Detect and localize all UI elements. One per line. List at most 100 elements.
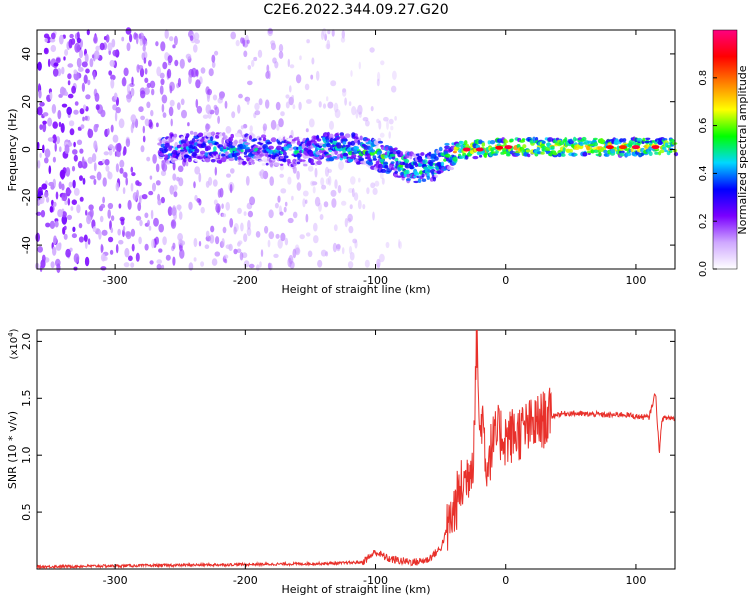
heatmap-cell [144,243,149,251]
heatmap-cell [144,87,150,95]
heatmap-cell [478,139,483,145]
heatmap-cell [322,27,327,37]
heatmap-cell [118,239,124,245]
heatmap-cell [162,61,168,70]
heatmap-cell [122,187,126,195]
heatmap-cell [243,233,248,243]
heatmap-cell [211,258,218,266]
heatmap-cell [525,149,531,153]
heatmap-cell [251,59,255,68]
heatmap-cell [260,249,264,257]
heatmap-cell [126,93,132,103]
colorbar-tick-label: 0.2 [698,213,709,229]
heatmap-cell [212,179,218,187]
heatmap-cell [67,142,73,147]
heatmap-cell [49,91,53,101]
heatmap-cell [336,136,340,140]
heatmap-cell [257,49,263,58]
heatmap-cell [347,141,352,146]
heatmap-cell [67,93,74,99]
heatmap-cell [225,151,229,155]
heatmap-cell [206,134,212,137]
heatmap-cell [171,220,175,227]
heatmap-cell [119,167,124,174]
heatmap-cell [362,117,369,122]
heatmap-cell [394,116,397,121]
heatmap-cell [254,152,259,156]
heatmap-cell [131,172,136,177]
heatmap-cell [198,132,204,137]
heatmap-cell [246,39,250,44]
heatmap-cell [107,202,114,210]
heatmap-cell [87,79,91,86]
heatmap-cell [164,154,169,159]
heatmap-cell [341,200,347,206]
heatmap-cell [195,98,199,108]
heatmap-cell [328,149,333,153]
heatmap-cell [392,70,397,81]
heatmap-cell [49,206,54,213]
heatmap-cell [49,220,56,229]
heatmap-cell [510,138,514,142]
heatmap-cell [205,104,212,114]
heatmap-cell [148,225,152,231]
heatmap-cell [223,135,228,140]
heatmap-cell [172,256,176,266]
heatmap-cell [119,159,125,168]
heatmap-cell [178,205,181,212]
heatmap-cell [77,67,84,72]
heatmap-cell [277,195,281,203]
heatmap-cell [305,128,309,133]
heatmap-cell [353,192,359,201]
heatmap-cell [388,131,392,139]
heatmap-cell [648,151,653,156]
heatmap-cell [305,161,309,165]
heatmap-cell [357,199,362,210]
heatmap-cell [42,112,49,117]
heatmap-cell [268,135,273,139]
heatmap-cell [276,145,282,151]
heatmap-cell [79,108,85,115]
heatmap-cell [158,248,163,253]
heatmap-cell [396,175,403,178]
heatmap-cell [131,243,135,252]
heatmap-cell [53,62,59,67]
heatmap-cell [320,148,325,151]
heatmap-hotspot [651,145,660,150]
heatmap-cell [259,169,265,180]
heatmap-cell [137,182,142,187]
heatmap-cell [144,77,149,84]
heatmap-cell [157,198,162,206]
heatmap-cell [558,141,565,146]
heatmap-cell [230,168,235,174]
heatmap-cell [355,136,359,140]
heatmap-cell [148,190,154,196]
heatmap-cell [254,110,261,116]
heatmap-cell [208,68,214,77]
heatmap-cell [598,152,602,157]
heatmap-cell [306,99,312,104]
heatmap-hotspot [495,145,504,150]
heatmap-cell [183,157,187,163]
heatmap-cell [67,80,71,86]
heatmap-cell [285,101,290,109]
heatmap-cell [344,133,351,138]
heatmap-cell [164,29,169,39]
heatmap-cell [51,199,54,206]
heatmap-cell [324,33,327,41]
heatmap-cell [593,149,599,153]
heatmap-cell [176,176,180,182]
heatmap-cell [262,123,268,131]
heatmap-cell [254,102,260,111]
heatmap-cell [237,240,243,245]
heatmap-cell [69,33,74,39]
heatmap-cell [628,140,634,145]
heatmap-cell [340,36,346,43]
snr-y-tick-label: 1.5 [20,390,33,408]
heatmap-cell [223,254,229,259]
heatmap-cell [70,38,76,45]
heatmap-cell [161,162,168,172]
heatmap-cell [358,111,362,118]
heatmap-cell [264,225,269,234]
heatmap-cell [76,139,83,146]
